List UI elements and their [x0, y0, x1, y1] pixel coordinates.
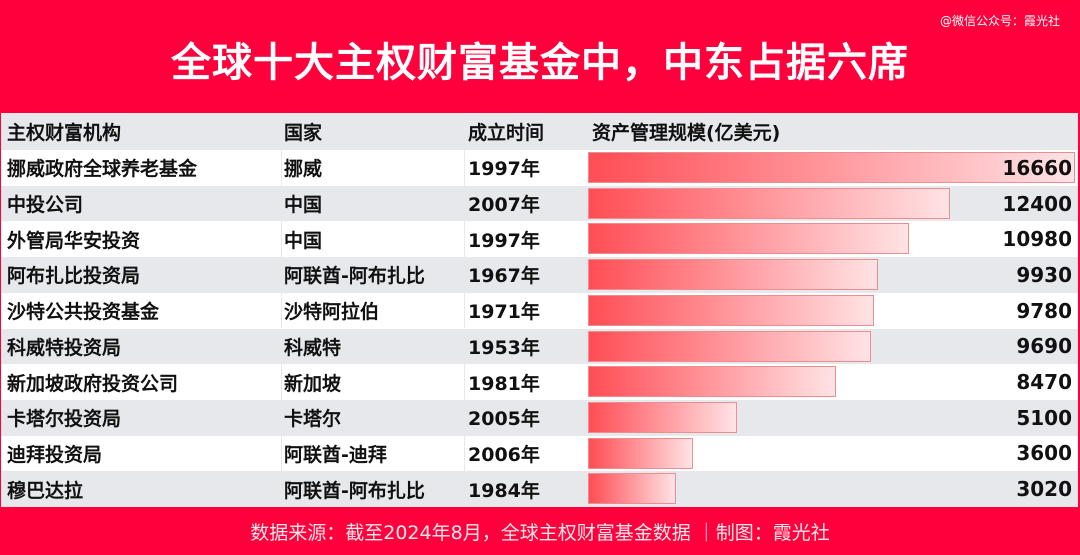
table-row: 科威特投资局 科威特 1953年 9690: [1, 328, 1078, 365]
aum-bar: [588, 259, 879, 291]
fund-year: 1967年: [468, 265, 540, 288]
aum-bar: [588, 473, 677, 505]
fund-name: 新加坡政府投资公司: [7, 372, 179, 395]
fund-table: 主权财富机构 国家 成立时间 资产管理规模(亿美元) 挪威政府全球养老基金 挪威…: [1, 113, 1078, 507]
fund-year: 2005年: [468, 408, 540, 431]
aum-value: 9930: [1016, 262, 1072, 287]
fund-year: 1984年: [468, 479, 540, 502]
fund-name: 科威特投资局: [7, 336, 122, 359]
fund-name: 挪威政府全球养老基金: [7, 158, 198, 181]
aum-value: 16660: [1002, 155, 1072, 180]
aum-bar: [588, 187, 951, 219]
table-row: 卡塔尔投资局 卡塔尔 2005年 5100: [1, 399, 1078, 436]
fund-year: 1953年: [468, 336, 540, 359]
fund-country: 沙特阿拉伯: [284, 301, 380, 324]
column-divider: [464, 399, 465, 436]
table-row: 外管局华安投资 中国 1997年 10980: [1, 221, 1078, 258]
table-row: 穆巴达拉 阿联酋-阿布扎比 1984年 3020: [1, 471, 1078, 507]
column-divider: [464, 471, 465, 507]
fund-year: 1981年: [468, 372, 540, 395]
table-row: 中投公司 中国 2007年 12400: [1, 185, 1078, 222]
column-divider: [281, 328, 282, 365]
aum-value: 3020: [1016, 477, 1072, 502]
aum-value: 3600: [1016, 441, 1072, 466]
fund-country: 科威特: [284, 336, 342, 359]
column-divider: [464, 328, 465, 365]
fund-year: 2006年: [468, 443, 540, 466]
fund-country: 阿联酋-阿布扎比: [284, 265, 425, 288]
fund-year: 1997年: [468, 158, 540, 181]
table-row: 阿布扎比投资局 阿联酋-阿布扎比 1967年 9930: [1, 257, 1078, 293]
header-banner: @微信公众号：霞光社 全球十大主权财富基金中，中东占据六席: [0, 0, 1080, 113]
column-divider: [281, 292, 282, 329]
fund-country: 中国: [284, 194, 323, 217]
fund-name: 迪拜投资局: [7, 443, 103, 466]
fund-year: 1971年: [468, 301, 540, 324]
column-divider: [464, 185, 465, 222]
fund-name: 中投公司: [7, 194, 84, 217]
aum-bar: [588, 294, 874, 326]
table-row: 迪拜投资局 阿联酋-迪拜 2006年 3600: [1, 435, 1078, 472]
column-divider: [281, 150, 282, 186]
fund-country: 卡塔尔: [284, 408, 342, 431]
aum-value: 9780: [1016, 298, 1072, 323]
column-divider: [464, 292, 465, 329]
table-row: 挪威政府全球养老基金 挪威 1997年 16660: [1, 150, 1078, 186]
aum-bar: [588, 152, 1075, 183]
col-header-country: 国家: [284, 122, 323, 144]
fund-country: 阿联酋-阿布扎比: [284, 479, 425, 502]
fund-country: 阿联酋-迪拜: [284, 443, 387, 466]
column-divider: [281, 221, 282, 258]
column-divider: [464, 435, 465, 472]
fund-name: 沙特公共投资基金: [7, 301, 160, 324]
fund-name: 卡塔尔投资局: [7, 408, 122, 431]
fund-name: 外管局华安投资: [7, 229, 141, 252]
column-divider: [464, 221, 465, 258]
table-row: 新加坡政府投资公司 新加坡 1981年 8470: [1, 364, 1078, 400]
fund-name: 阿布扎比投资局: [7, 265, 141, 288]
fund-country: 新加坡: [284, 372, 342, 395]
column-divider: [281, 257, 282, 293]
column-divider: [281, 435, 282, 472]
fund-year: 2007年: [468, 194, 540, 217]
column-divider: [281, 399, 282, 436]
column-divider: [464, 150, 465, 186]
column-divider: [281, 364, 282, 400]
credit-text: @微信公众号：霞光社: [939, 14, 1060, 28]
col-header-name: 主权财富机构: [7, 122, 122, 144]
aum-bar: [588, 401, 738, 433]
column-divider: [464, 364, 465, 400]
aum-bar: [588, 366, 836, 398]
col-header-year: 成立时间: [468, 122, 545, 144]
fund-name: 穆巴达拉: [7, 479, 84, 502]
aum-value: 8470: [1016, 370, 1072, 395]
aum-bar: [588, 330, 872, 362]
footer-source: 数据来源：截至2024年8月，全球主权财富基金数据 ｜制图：霞光社: [250, 521, 830, 544]
aum-value: 5100: [1016, 405, 1072, 430]
aum-bar: [588, 223, 909, 255]
column-divider: [281, 471, 282, 507]
fund-year: 1997年: [468, 229, 540, 252]
column-divider: [464, 257, 465, 293]
aum-value: 9690: [1016, 334, 1072, 359]
aum-value: 12400: [1002, 191, 1072, 216]
table-row: 沙特公共投资基金 沙特阿拉伯 1971年 9780: [1, 292, 1078, 329]
aum-value: 10980: [1002, 227, 1072, 252]
fund-country: 挪威: [284, 158, 323, 181]
table-header: 主权财富机构 国家 成立时间 资产管理规模(亿美元): [1, 113, 1078, 150]
col-header-aum: 资产管理规模(亿美元): [592, 122, 781, 144]
column-divider: [281, 185, 282, 222]
page-title: 全球十大主权财富基金中，中东占据六席: [171, 40, 909, 86]
aum-bar: [588, 437, 694, 469]
fund-country: 中国: [284, 229, 323, 252]
